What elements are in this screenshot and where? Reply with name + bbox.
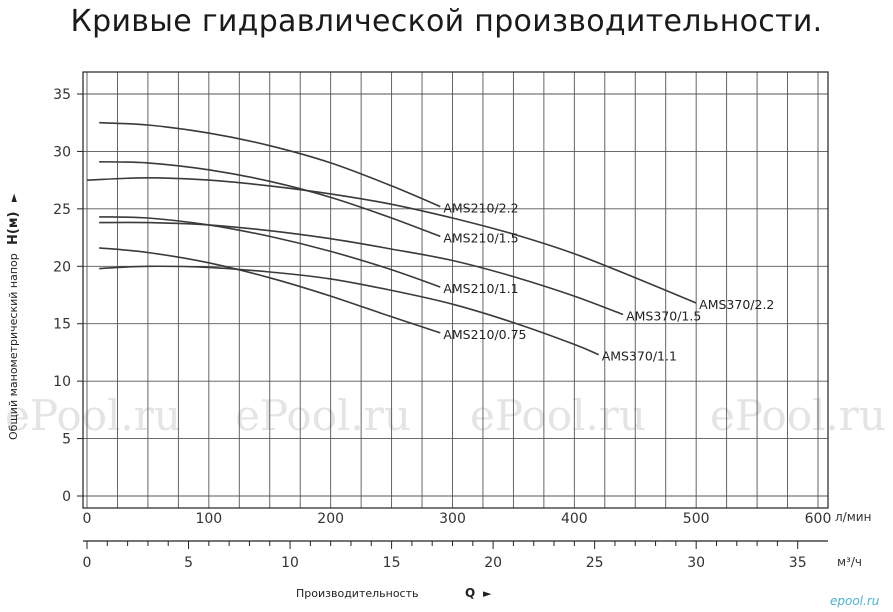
x-axis-symbol: Q [465,586,475,600]
x-tick-label: 400 [561,511,588,527]
plot-frame [82,71,829,509]
series-line [99,121,441,208]
y-tick-label: 30 [53,144,71,160]
series-line [99,265,600,356]
y-tick-label: 20 [53,259,71,275]
series-label: AMS370/2.2 [699,297,774,312]
corner-watermark: epool.ru [830,594,880,608]
y-tick-label: 35 [53,87,71,103]
watermark-text: ePool.ru [235,391,411,440]
y-axis-title: Общий манометрический напор [7,253,20,440]
series-line [99,221,624,316]
x-tick-label: 100 [195,511,222,527]
watermark-text: ePool.ru [5,391,181,440]
x-tick-label: 300 [439,511,466,527]
y-tick-label: 0 [62,489,71,505]
secondary-tick-label: 35 [789,555,807,571]
x-axis-title: Производительность [296,587,419,600]
watermark-text: ePool.ru [470,391,646,440]
chart-title: Кривые гидравлической производительности… [70,4,823,39]
y-tick-label: 10 [53,374,71,390]
secondary-tick-label: 10 [281,555,299,571]
secondary-tick-label: 25 [586,555,604,571]
series-line [99,216,441,288]
series-labels: AMS210/2.2 AMS210/1.5 AMS370/2.2 AMS210/1.1… [443,201,774,364]
watermarks: ePool.ru ePool.ru ePool.ru ePool.ru [5,391,886,440]
y-axis-ticks: 0 5 10 15 20 25 30 35 [53,87,83,505]
series-curves [86,121,697,356]
series-label: AMS210/1.1 [443,281,518,296]
y-axis-symbol: H(м) [6,212,21,245]
y-axis-arrow-icon: ► [7,193,20,202]
x-tick-label: 0 [83,511,92,527]
x-tick-label: 600 [805,511,832,527]
x-axis-ticks: 0 100 200 300 400 500 600 [83,511,832,527]
secondary-tick-label: 15 [383,555,401,571]
secondary-tick-label: 5 [184,555,193,571]
x-tick-label: 200 [317,511,344,527]
series-label: AMS370/1.1 [602,349,677,364]
secondary-tick-label: 0 [83,555,92,571]
y-tick-label: 15 [53,317,71,333]
x-tick-label: 500 [683,511,710,527]
series-label: AMS370/1.5 [626,309,701,324]
series-label: AMS210/0.75 [443,327,526,342]
secondary-tick-label: 20 [484,555,502,571]
series-label: AMS210/1.5 [443,230,518,245]
x-axis-arrow-icon: ► [483,587,492,600]
y-tick-label: 25 [53,202,71,218]
series-label: AMS210/2.2 [443,201,518,216]
watermark-text: ePool.ru [710,391,886,440]
series-line [86,176,697,304]
x-unit-secondary: м³/ч [837,555,862,569]
secondary-x-axis: 0 5 10 15 20 25 30 35 [83,540,828,571]
series-line [99,161,441,238]
y-tick-label: 5 [62,432,71,448]
x-unit-primary: л/мин [835,510,871,524]
series-line [99,247,441,334]
secondary-tick-label: 30 [687,555,705,571]
